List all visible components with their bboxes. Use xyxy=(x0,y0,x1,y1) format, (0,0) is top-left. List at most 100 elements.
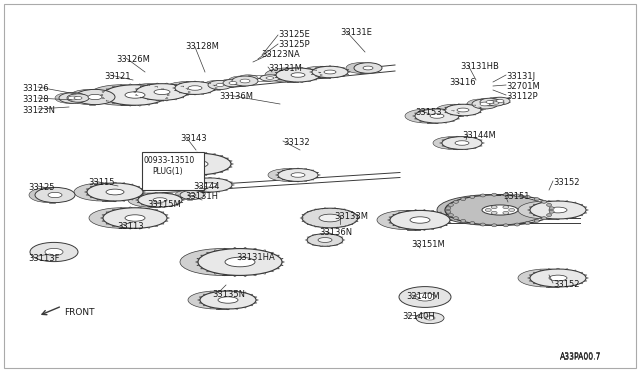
Ellipse shape xyxy=(178,178,222,192)
Ellipse shape xyxy=(106,189,124,195)
Ellipse shape xyxy=(324,70,336,74)
Text: 33144M: 33144M xyxy=(462,131,496,140)
Text: 33131HB: 33131HB xyxy=(460,62,499,71)
Text: 33152: 33152 xyxy=(553,178,579,187)
Ellipse shape xyxy=(302,208,358,228)
Ellipse shape xyxy=(216,83,224,87)
Ellipse shape xyxy=(410,217,430,223)
Ellipse shape xyxy=(549,207,554,210)
Ellipse shape xyxy=(534,219,540,222)
Ellipse shape xyxy=(103,85,167,105)
Ellipse shape xyxy=(457,108,469,112)
Ellipse shape xyxy=(541,200,547,203)
Ellipse shape xyxy=(278,169,318,182)
Ellipse shape xyxy=(449,203,453,206)
Ellipse shape xyxy=(399,286,451,307)
Ellipse shape xyxy=(171,160,193,167)
Ellipse shape xyxy=(153,198,167,202)
Text: FRONT: FRONT xyxy=(64,308,95,317)
Ellipse shape xyxy=(265,68,309,82)
Ellipse shape xyxy=(449,214,453,217)
Ellipse shape xyxy=(318,238,332,243)
Ellipse shape xyxy=(188,86,202,90)
Ellipse shape xyxy=(125,215,145,221)
Text: 33131E: 33131E xyxy=(340,28,372,37)
Ellipse shape xyxy=(55,93,83,103)
Ellipse shape xyxy=(445,104,481,116)
Ellipse shape xyxy=(454,200,458,203)
Text: 33151: 33151 xyxy=(503,192,529,201)
Ellipse shape xyxy=(503,193,508,196)
Ellipse shape xyxy=(433,137,473,150)
Ellipse shape xyxy=(188,193,196,196)
Text: 33113: 33113 xyxy=(117,222,143,231)
Ellipse shape xyxy=(238,75,258,81)
Ellipse shape xyxy=(491,206,497,209)
Ellipse shape xyxy=(446,210,451,213)
Ellipse shape xyxy=(188,291,244,309)
Ellipse shape xyxy=(534,198,540,201)
Ellipse shape xyxy=(87,183,143,201)
Ellipse shape xyxy=(312,66,348,78)
Ellipse shape xyxy=(179,86,193,90)
Ellipse shape xyxy=(143,198,157,202)
Text: 33131HA: 33131HA xyxy=(236,253,275,262)
Ellipse shape xyxy=(525,222,530,225)
Ellipse shape xyxy=(480,98,500,106)
Text: 33151M: 33151M xyxy=(411,240,445,249)
Ellipse shape xyxy=(525,195,530,198)
Ellipse shape xyxy=(89,85,153,105)
Ellipse shape xyxy=(549,275,567,281)
Ellipse shape xyxy=(397,217,417,223)
Ellipse shape xyxy=(515,194,520,197)
Ellipse shape xyxy=(491,211,497,214)
Text: 33126: 33126 xyxy=(22,84,49,93)
Ellipse shape xyxy=(437,195,547,225)
Ellipse shape xyxy=(481,194,485,197)
Ellipse shape xyxy=(59,93,87,103)
Ellipse shape xyxy=(268,169,308,182)
Text: 33136M: 33136M xyxy=(219,92,253,101)
Text: 33112P: 33112P xyxy=(506,92,538,101)
Ellipse shape xyxy=(346,62,374,73)
Ellipse shape xyxy=(461,198,466,201)
Ellipse shape xyxy=(198,248,282,275)
Ellipse shape xyxy=(220,79,240,87)
Ellipse shape xyxy=(30,243,78,262)
Text: 33115: 33115 xyxy=(88,178,115,187)
Ellipse shape xyxy=(244,77,252,79)
Ellipse shape xyxy=(509,208,515,212)
Ellipse shape xyxy=(415,109,459,123)
Ellipse shape xyxy=(103,208,167,228)
Ellipse shape xyxy=(477,98,497,106)
Ellipse shape xyxy=(446,207,451,210)
Ellipse shape xyxy=(166,81,206,94)
Ellipse shape xyxy=(240,79,250,83)
Text: 33136N: 33136N xyxy=(319,228,352,237)
Ellipse shape xyxy=(467,99,493,109)
Text: 33125E: 33125E xyxy=(278,30,310,39)
Ellipse shape xyxy=(537,275,555,281)
Ellipse shape xyxy=(430,114,444,118)
Ellipse shape xyxy=(503,211,509,214)
Ellipse shape xyxy=(530,269,586,287)
Ellipse shape xyxy=(319,214,341,222)
Text: 00933-13510: 00933-13510 xyxy=(144,156,195,165)
Ellipse shape xyxy=(515,223,520,226)
Ellipse shape xyxy=(188,178,232,192)
Ellipse shape xyxy=(280,73,294,77)
Ellipse shape xyxy=(218,297,238,303)
Ellipse shape xyxy=(148,153,216,175)
Ellipse shape xyxy=(193,183,207,187)
Ellipse shape xyxy=(481,223,485,226)
Ellipse shape xyxy=(229,81,237,84)
Ellipse shape xyxy=(175,81,215,94)
Ellipse shape xyxy=(203,183,217,187)
Ellipse shape xyxy=(307,234,343,246)
Ellipse shape xyxy=(541,217,547,220)
Ellipse shape xyxy=(260,75,280,81)
Ellipse shape xyxy=(493,102,499,104)
Ellipse shape xyxy=(175,190,199,199)
Ellipse shape xyxy=(470,195,475,198)
Text: 33131H: 33131H xyxy=(185,192,218,201)
